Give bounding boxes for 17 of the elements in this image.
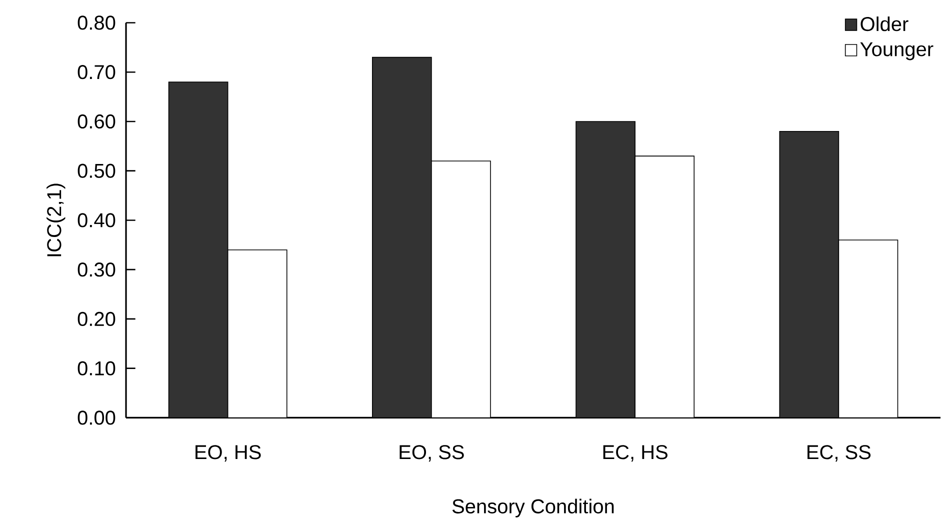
y-tick-label: 0.10 — [78, 361, 116, 376]
x-axis-title: Sensory Condition — [452, 498, 614, 518]
x-tick-label: EC, HS — [603, 445, 668, 462]
y-tick-label: 0.50 — [78, 164, 116, 178]
y-tick-label: 0.40 — [78, 213, 116, 228]
x-tick-label: EO, HS — [196, 445, 261, 462]
legend-label: Younger — [860, 42, 934, 60]
y-axis-title: ICC(2,1) — [46, 184, 66, 256]
y-tick-label: 0.00 — [78, 410, 116, 425]
y-tick-label: 0.60 — [78, 114, 116, 129]
x-tick-label: EC, SS — [808, 445, 871, 462]
y-tick-label: 0.30 — [78, 262, 116, 277]
y-tick-label: 0.20 — [78, 312, 116, 326]
y-tick-label: 0.70 — [78, 65, 116, 80]
x-tick-label: EO, SS — [400, 445, 464, 462]
legend-label: Older — [860, 16, 908, 32]
y-tick-label: 0.80 — [78, 16, 116, 30]
